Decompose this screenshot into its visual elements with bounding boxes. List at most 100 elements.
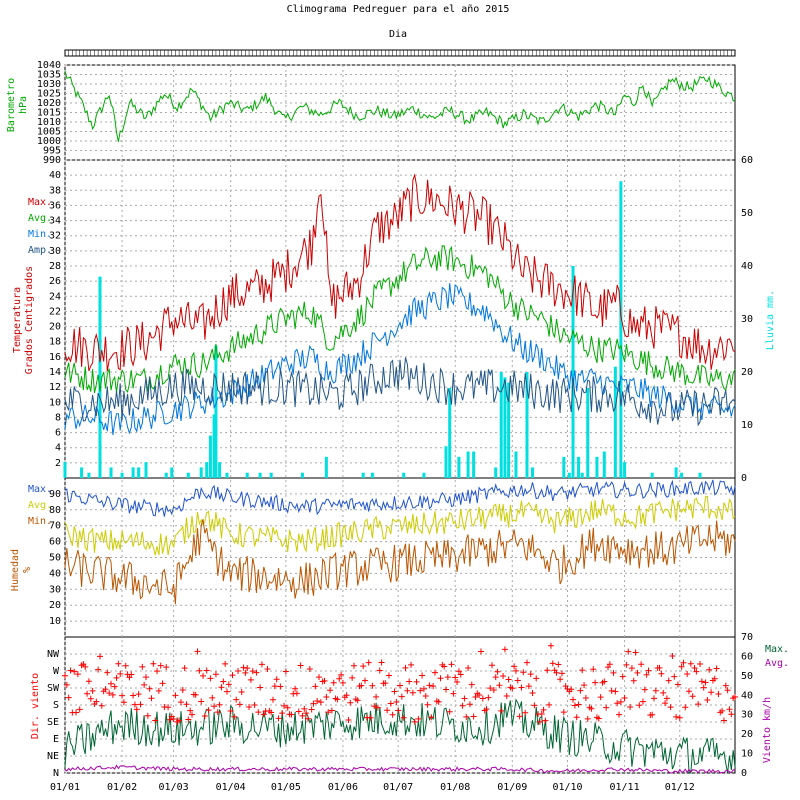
wind-direction-point	[170, 715, 177, 722]
wind-direction-point	[165, 704, 172, 711]
wind-direction-point	[492, 674, 499, 681]
wind-direction-point	[284, 704, 291, 711]
wind-direction-point	[362, 677, 369, 684]
wind-direction-point	[489, 662, 496, 669]
wind-direction-point	[317, 699, 324, 706]
wind-direction-point	[223, 688, 230, 695]
chart-title: Climograma Pedreguer para el año 2015	[287, 4, 510, 15]
wind-direction-point	[408, 661, 415, 668]
wind-direction-point	[310, 700, 317, 707]
wind-direction-point	[536, 718, 543, 725]
wind-direction-point	[157, 662, 164, 669]
wind-direction-point	[511, 663, 518, 670]
wind-direction-point	[579, 667, 586, 674]
wind-direction-point	[518, 684, 525, 691]
wind-direction-point	[288, 711, 295, 718]
wind-direction-point	[177, 699, 184, 706]
rain-bar	[613, 366, 617, 478]
rain-bar	[208, 435, 212, 478]
wind-direction-point	[327, 687, 334, 694]
wind-speed-tick: 50	[741, 671, 753, 682]
wind-direction-point	[465, 664, 472, 671]
wind-direction-point	[652, 687, 659, 694]
wind-direction-point	[264, 665, 271, 672]
wind-direction-point	[382, 680, 389, 687]
hum-tick-label: 40	[49, 568, 61, 579]
wind-direction-point	[645, 667, 652, 674]
wind-direction-point	[154, 668, 161, 675]
wind-direction-point	[452, 674, 459, 681]
rain-bar	[258, 472, 262, 478]
wind-direction-point	[665, 677, 672, 684]
wind-speed-tick: 20	[741, 729, 753, 740]
rain-bar	[300, 472, 304, 478]
wind-direction-point	[400, 714, 407, 721]
wind-direction-point	[525, 683, 532, 690]
rain-tick-label: 0	[741, 473, 747, 484]
temp-line-2	[64, 283, 736, 436]
month-label: 01/08	[440, 782, 470, 793]
rain-bar	[494, 467, 498, 478]
rain-bar	[422, 472, 426, 478]
rain-tick-label: 20	[741, 367, 753, 378]
wind-direction-points	[62, 642, 738, 725]
wind-direction-point	[63, 681, 70, 688]
wind-direction-point	[189, 711, 196, 718]
wind-direction-point	[142, 674, 149, 681]
wind-direction-point	[65, 694, 72, 701]
rain-bar	[109, 467, 113, 478]
wind-direction-point	[349, 674, 356, 681]
wind-direction-point	[183, 701, 190, 708]
wind-direction-point	[76, 706, 83, 713]
wind-direction-point	[616, 711, 623, 718]
wind-direction-point	[117, 670, 124, 677]
panel-frames	[64, 49, 736, 774]
wind-direction-point	[367, 714, 374, 721]
hum-tick-label: 80	[49, 505, 61, 516]
wind-direction-point	[293, 690, 300, 697]
wind-direction-point	[632, 649, 639, 656]
rain-bar	[586, 387, 590, 478]
wind-direction-point	[227, 707, 234, 714]
wind-direction-point	[360, 663, 367, 670]
wind-direction-point	[229, 672, 236, 679]
wind-direction-point	[203, 667, 210, 674]
wind-direction-point	[704, 696, 711, 703]
wind-direction-point	[547, 642, 554, 649]
wind-direction-point	[719, 707, 726, 714]
rain-bar	[525, 372, 529, 478]
wind-direction-point	[212, 671, 219, 678]
wind-direction-point	[316, 674, 323, 681]
hum-tick-label: 30	[49, 584, 61, 595]
wind-direction-point	[205, 707, 212, 714]
wind-direction-point	[73, 709, 80, 716]
wind-direction-point	[608, 687, 615, 694]
wind-direction-point	[233, 696, 240, 703]
wind-dir-tick: NW	[47, 649, 60, 660]
wind-legend-item: Max.	[765, 644, 789, 655]
wind-direction-point	[682, 704, 689, 711]
wind-direction-point	[680, 659, 687, 666]
wind-speed-tick: 30	[741, 710, 753, 721]
wind-direction-point	[592, 679, 599, 686]
temp-tick-label: 18	[49, 337, 61, 348]
rain-bar	[361, 472, 365, 478]
wind-direction-point	[128, 671, 135, 678]
rain-bars	[63, 181, 702, 478]
wind-direction-point	[240, 664, 247, 671]
wind-direction-point	[500, 672, 507, 679]
wind-direction-point	[422, 692, 429, 699]
wind-direction-point	[144, 712, 151, 719]
wind-direction-point	[483, 706, 490, 713]
wind-direction-point	[649, 711, 656, 718]
wind-direction-point	[297, 662, 304, 669]
wind-direction-point	[365, 659, 372, 666]
rain-bar	[120, 472, 124, 478]
wind-direction-point	[443, 686, 450, 693]
wind-direction-point	[104, 669, 111, 676]
wind-direction-point	[527, 671, 534, 678]
wind-direction-point	[584, 715, 591, 722]
wind-direction-point	[468, 681, 475, 688]
wind-direction-point	[216, 701, 223, 708]
wind-direction-point	[641, 686, 648, 693]
